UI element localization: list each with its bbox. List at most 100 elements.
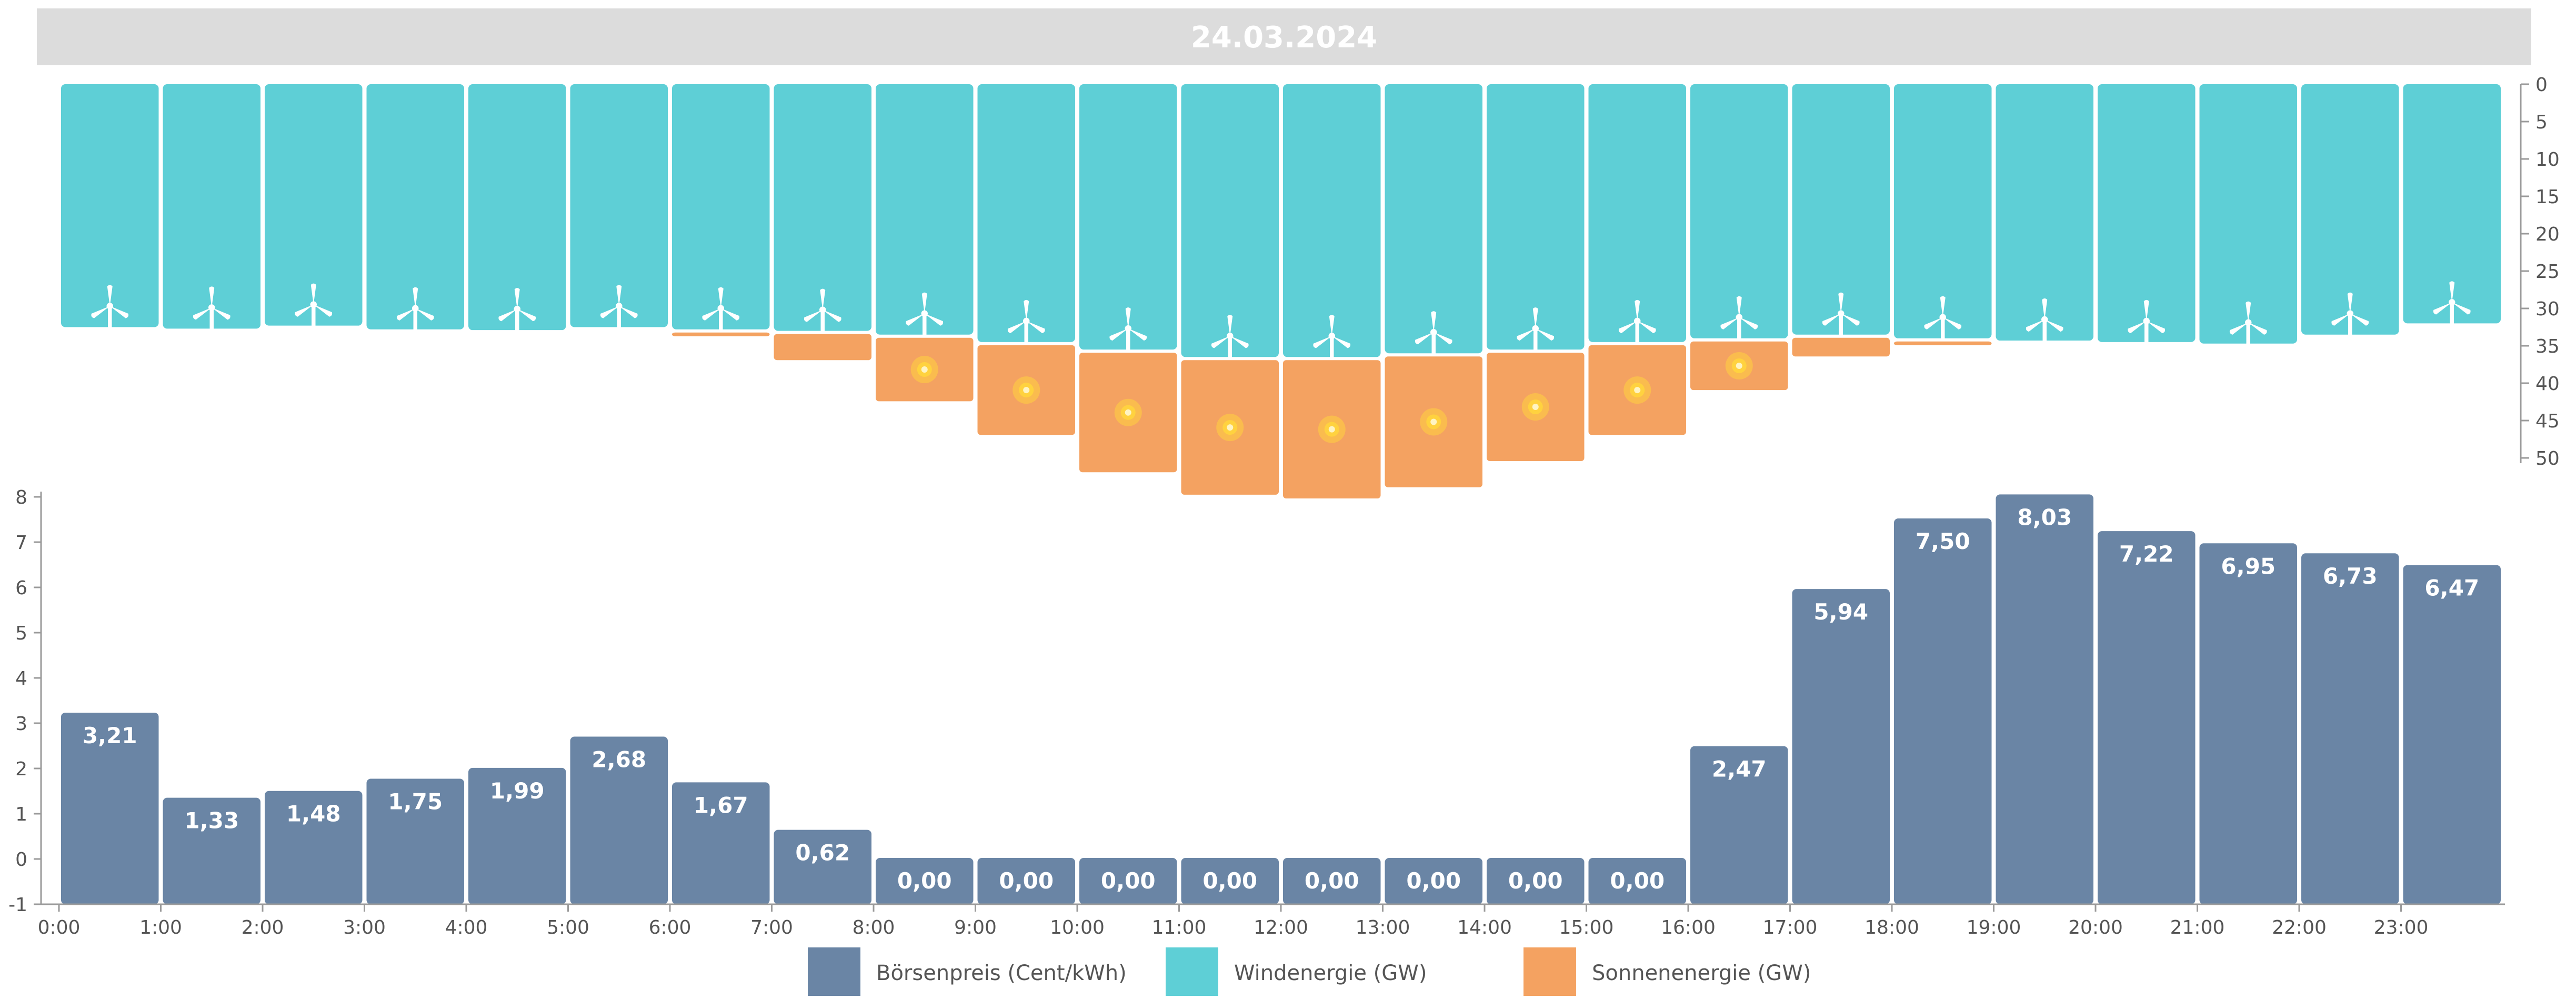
wind-bar — [1894, 84, 1992, 338]
title-bar: 24.03.2024 — [37, 8, 2531, 65]
time-axis-tick-label: 16:00 — [1661, 917, 1716, 938]
time-axis-tick-label: 23:00 — [2374, 917, 2429, 938]
price-axis-tick-label: 0 — [15, 849, 27, 871]
solar-bar — [1894, 341, 1992, 345]
price-bar — [977, 858, 1075, 904]
time-axis: 0:00 1:00 2:00 3:00 4:00 5:00 6:00 7:00 8:00 9:00… — [38, 903, 2505, 938]
wind-bar — [1588, 84, 1686, 342]
price-bar — [876, 858, 974, 904]
wind-bar — [468, 84, 566, 331]
legend-label-price: Börsenpreis (Cent/kWh) — [876, 961, 1127, 985]
price-value-label: 1,33 — [184, 808, 239, 834]
price-value-label: 1,99 — [490, 778, 545, 804]
price-value-label: 0,00 — [1202, 868, 1257, 894]
sun-icon — [1521, 393, 1549, 421]
solar-bar — [672, 332, 770, 336]
price-value-label: 7,50 — [1916, 528, 1970, 554]
price-bar — [1690, 746, 1788, 904]
price-axis-tick-label: 7 — [15, 532, 27, 554]
energy-axis-tick-label: 20 — [2535, 224, 2560, 245]
time-axis-tick-label: 9:00 — [954, 917, 997, 938]
price-value-label: 0,00 — [1610, 868, 1665, 894]
price-value-label: 3,21 — [83, 723, 137, 748]
wind-bar — [265, 84, 363, 326]
time-axis-tick-label: 19:00 — [1967, 917, 2021, 938]
energy-axis-tick-label: 35 — [2535, 336, 2560, 357]
wind-bar — [876, 84, 974, 335]
energy-axis-tick-label: 30 — [2535, 298, 2560, 320]
wind-bar — [774, 84, 871, 331]
solar-bar — [774, 334, 871, 361]
price-value-label: 0,62 — [795, 840, 850, 866]
time-axis-tick-label: 20:00 — [2068, 917, 2123, 938]
time-axis-tick-label: 3:00 — [343, 917, 386, 938]
price-axis-tick-label: 1 — [15, 804, 27, 825]
wind-bar — [570, 84, 668, 327]
sun-icon — [1216, 414, 1244, 442]
price-bar — [2199, 543, 2297, 904]
price-bar — [1181, 858, 1279, 904]
legend-swatch-price — [808, 947, 860, 996]
sun-icon — [910, 356, 938, 384]
price-bar — [1283, 858, 1381, 904]
price-bar — [1792, 589, 1890, 904]
price-bar — [366, 778, 464, 904]
legend-swatch-solar — [1523, 947, 1576, 996]
time-axis-tick-label: 13:00 — [1356, 917, 1410, 938]
wind-bar — [1181, 84, 1279, 357]
time-axis-tick-label: 2:00 — [242, 917, 284, 938]
chart-date: 24.03.2024 — [1191, 21, 1377, 55]
wind-bar — [977, 84, 1075, 342]
sun-icon — [1013, 376, 1040, 404]
wind-bar — [61, 84, 159, 327]
time-axis-tick-label: 14:00 — [1457, 917, 1512, 938]
price-bar — [468, 767, 566, 904]
energy-axis-tick-label: 5 — [2535, 112, 2548, 133]
sun-icon — [1420, 408, 1448, 436]
wind-bar — [1385, 84, 1482, 354]
price-bar — [1894, 518, 1992, 904]
wind-bar — [2199, 84, 2297, 344]
wind-bar — [672, 84, 770, 329]
time-axis-tick-label: 10:00 — [1050, 917, 1105, 938]
energy-axis-tick-label: 25 — [2535, 261, 2560, 283]
price-value-label: 1,75 — [388, 789, 443, 815]
price-value-label: 0,00 — [1101, 868, 1156, 894]
energy-axis-tick-label: 0 — [2535, 74, 2548, 96]
time-axis-tick-label: 22:00 — [2272, 917, 2327, 938]
energy-axis-tick-label: 50 — [2535, 448, 2560, 469]
wind-bar — [366, 84, 464, 329]
price-bar — [1996, 494, 2093, 904]
wind-series — [61, 84, 2501, 358]
wind-bar — [163, 84, 260, 329]
time-axis-tick-label: 6:00 — [649, 917, 691, 938]
price-bar — [1487, 858, 1585, 904]
time-axis-tick-label: 18:00 — [1865, 917, 1919, 938]
price-value-label: 2,68 — [592, 747, 646, 773]
wind-bar — [2098, 84, 2196, 342]
title-bar-background — [37, 8, 2531, 65]
price-value-label: 6,47 — [2424, 575, 2479, 601]
price-bar — [2098, 531, 2196, 904]
price-bar — [61, 712, 159, 904]
price-bar — [672, 782, 770, 904]
wind-bar — [1079, 84, 1177, 350]
price-axis-tick-label: 5 — [15, 623, 27, 644]
price-value-label: 2,47 — [1712, 756, 1767, 782]
legend-label-wind: Windenergie (GW) — [1234, 961, 1427, 985]
price-bar — [1588, 858, 1686, 904]
price-bar — [2403, 565, 2501, 904]
wind-bar — [1792, 84, 1890, 335]
time-axis-tick-label: 11:00 — [1152, 917, 1207, 938]
price-value-label: 8,03 — [2017, 504, 2072, 530]
price-value-label: 1,67 — [694, 792, 748, 818]
time-axis-tick-label: 1:00 — [139, 917, 182, 938]
sun-icon — [1318, 415, 1346, 443]
price-series: 3,21 1,33 1,48 1,75 1,99 2,68 1,67 0,62 0,00 0,00… — [61, 494, 2501, 904]
price-axis-tick-label: 2 — [15, 758, 27, 780]
price-value-label: 7,22 — [2119, 541, 2174, 567]
price-bar — [163, 797, 260, 904]
price-bar — [570, 736, 668, 904]
energy-axis-tick-label: 45 — [2535, 411, 2560, 432]
